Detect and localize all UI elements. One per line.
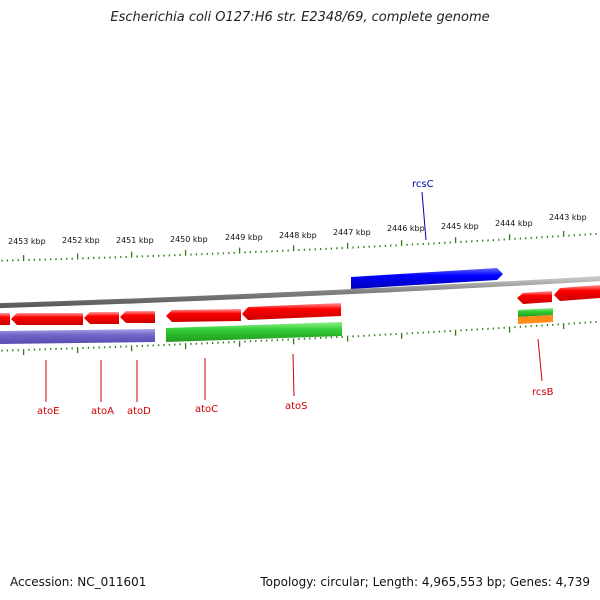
scale-label: 2446 kbp	[387, 224, 425, 233]
leader-rcsB	[537, 338, 543, 382]
scale-label: 2450 kbp	[170, 235, 208, 244]
gene-label-atoS[interactable]: atoS	[285, 401, 308, 412]
leader-rcsC	[421, 191, 427, 241]
gene-atoE[interactable]	[11, 313, 83, 325]
gene-left-edge[interactable]	[0, 313, 10, 325]
gene-label-atoA[interactable]: atoA	[91, 406, 114, 417]
cds-ato-operon[interactable]	[0, 329, 155, 344]
scale-label: 2449 kbp	[225, 233, 263, 242]
accession-text: Accession: NC_011601	[10, 575, 147, 589]
scale-label: 2453 kbp	[8, 237, 46, 246]
cds-rcsB-orange[interactable]	[518, 315, 553, 324]
scale-label: 2447 kbp	[333, 228, 371, 237]
scale-labels: 2453 kbp 2452 kbp 2451 kbp 2450 kbp 2449…	[8, 213, 587, 246]
gene-atoA[interactable]	[84, 312, 119, 324]
reverse-genes	[0, 285, 600, 325]
gene-label-atoE[interactable]: atoE	[37, 406, 60, 417]
genome-summary-text: Topology: circular; Length: 4,965,553 bp…	[260, 575, 590, 589]
tick-marks-inner	[1, 320, 597, 355]
leader-atoS	[292, 353, 295, 397]
scale-label: 2444 kbp	[495, 219, 533, 228]
gene-atoS[interactable]	[242, 303, 341, 320]
gene-atoC[interactable]	[166, 309, 241, 322]
gene-right-edge[interactable]	[554, 285, 600, 301]
gene-rcsB[interactable]	[517, 291, 552, 304]
scale-label: 2448 kbp	[279, 231, 317, 240]
gene-atoD[interactable]	[120, 311, 155, 323]
scale-label: 2451 kbp	[116, 236, 154, 245]
genome-backbone	[0, 276, 600, 309]
scale-label: 2443 kbp	[549, 213, 587, 222]
gene-labels: atoE atoA atoD atoC atoS rcsC rcsB	[37, 179, 554, 417]
gene-rcsC[interactable]	[351, 268, 503, 289]
cds-features	[0, 308, 553, 344]
cds-atoC-atoS[interactable]	[166, 322, 342, 342]
tick-marks-outer	[1, 230, 597, 262]
gene-label-atoD[interactable]: atoD	[127, 406, 151, 417]
scale-label: 2452 kbp	[62, 236, 100, 245]
gene-label-atoC[interactable]: atoC	[195, 404, 218, 415]
label-leaders	[45, 191, 543, 402]
scale-label: 2445 kbp	[441, 222, 479, 231]
cds-rcsB-green[interactable]	[518, 308, 553, 317]
gene-label-rcsB[interactable]: rcsB	[532, 387, 554, 398]
map-title: Escherichia coli O127:H6 str. E2348/69, …	[110, 10, 490, 25]
gene-label-rcsC[interactable]: rcsC	[412, 179, 434, 190]
